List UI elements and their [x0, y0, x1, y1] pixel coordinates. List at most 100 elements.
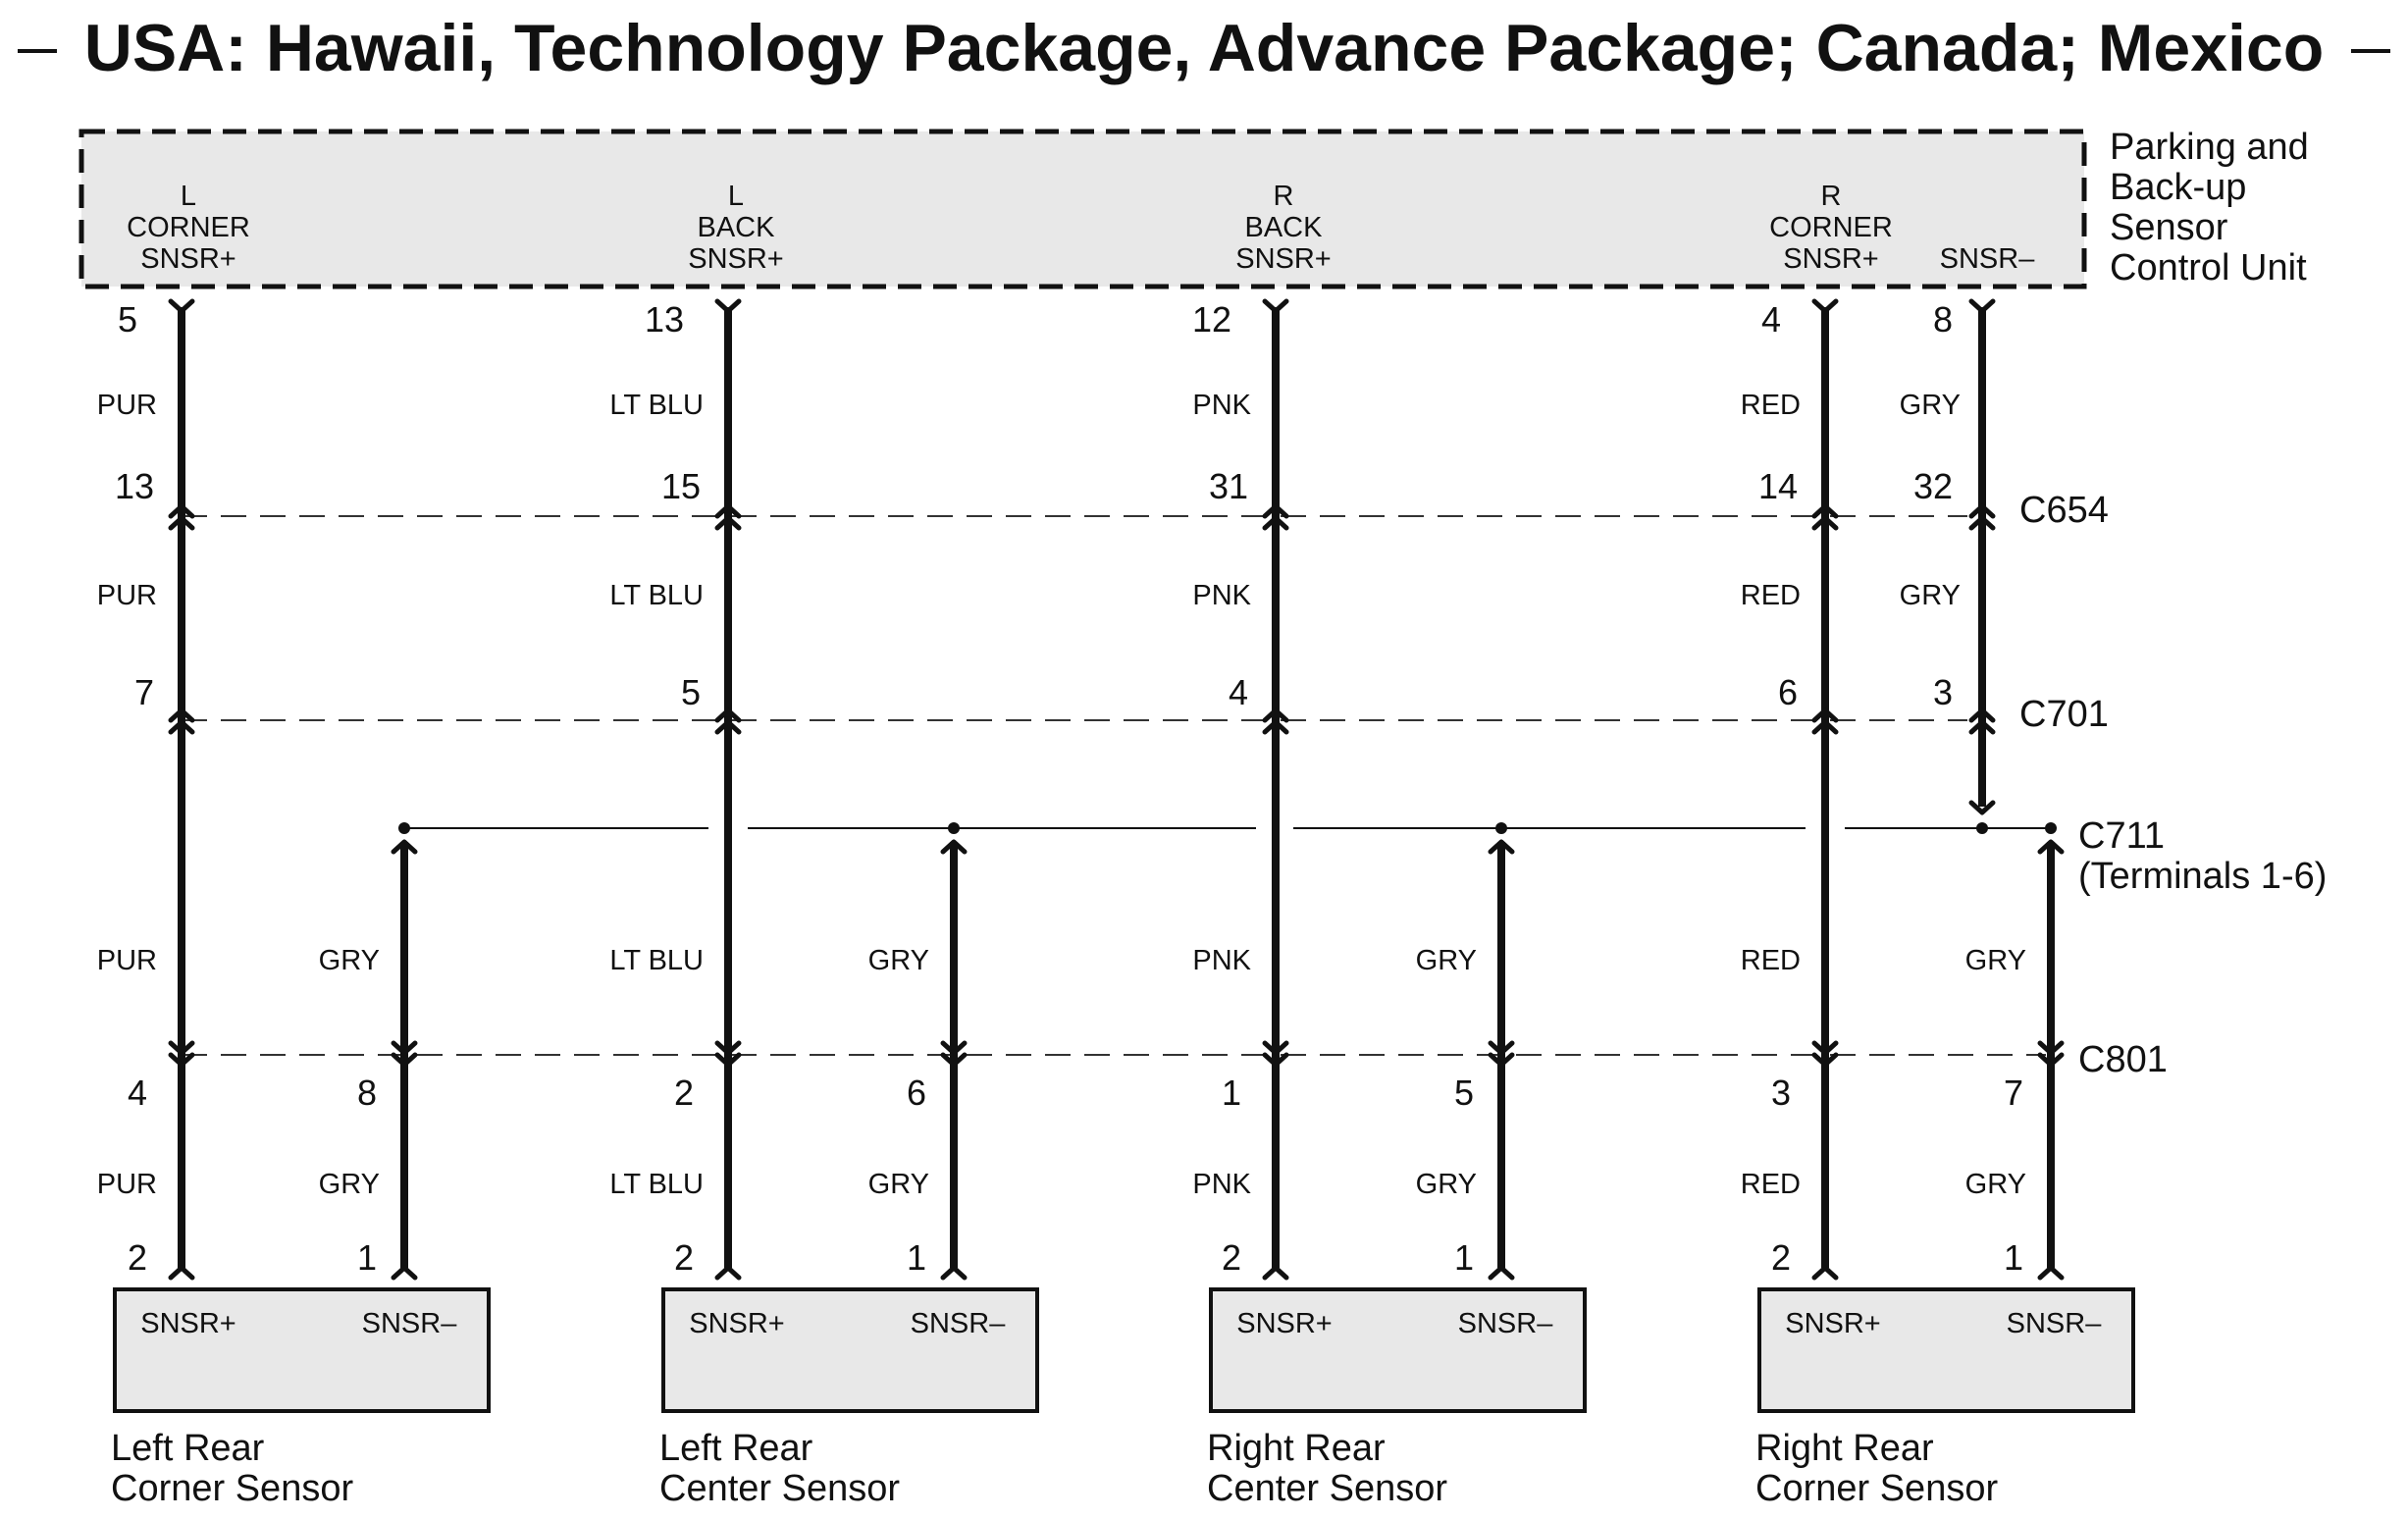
gry-branch-1: GRY 8 GRY 1: [319, 822, 418, 1281]
c801-label: C801: [2078, 1039, 2168, 1080]
wire-color: GRY: [1416, 945, 1477, 976]
c654-pin-number: 32: [1913, 466, 1953, 506]
sensor-name-line: Corner Sensor: [111, 1468, 353, 1509]
terminal-arrow: [1811, 1265, 1839, 1281]
diagram-title: USA: Hawaii, Technology Package, Advance…: [84, 11, 2325, 85]
wire-color: GRY: [319, 945, 380, 976]
terminal-arrow: [714, 719, 742, 735]
terminal-arrow: [1262, 707, 1289, 723]
wire-color: PNK: [1192, 390, 1251, 421]
c701-pin-number: 6: [1778, 672, 1798, 712]
cu-terminal-label: SNSR+: [140, 243, 236, 275]
sensor-name-line: Right Rear: [1207, 1428, 1386, 1469]
cu-terminal-label: SNSR+: [1235, 243, 1332, 275]
terminal-fork: [1968, 800, 1996, 815]
c801-pin-number: 1: [1222, 1073, 1241, 1113]
sensor-pin-number: 1: [2004, 1237, 2023, 1278]
cu-pin-number: 8: [1933, 299, 1953, 340]
terminal-arrow: [1968, 719, 1996, 735]
control-unit-name-line: Back-up: [2110, 167, 2246, 208]
wire-color: PUR: [97, 580, 157, 611]
terminal-fork: [168, 1040, 195, 1056]
sensor-box: [661, 1287, 1039, 1413]
c654-pin-number: 31: [1209, 466, 1248, 506]
sensor-box: [113, 1287, 491, 1413]
c701-pin-number: 4: [1229, 672, 1248, 712]
c801-pin-number: 5: [1454, 1073, 1474, 1113]
cu-pin-number: 13: [645, 299, 684, 340]
terminal-fork: [168, 298, 195, 314]
sensor-pin-number: 2: [1222, 1237, 1241, 1278]
cu-terminal-label: L: [728, 181, 744, 212]
c801-pin-number: 3: [1771, 1073, 1791, 1113]
wire-3: 12 PNK 31 PNK 4 PNK 1 PNK 2: [1192, 298, 1289, 1281]
wire-color: GRY: [1900, 580, 1961, 611]
gry-branch-2: GRY 6 GRY 1: [868, 822, 968, 1281]
terminal-arrow: [1811, 719, 1839, 735]
splice-dot: [398, 822, 410, 834]
terminal-fork: [714, 1052, 742, 1068]
terminal-fork: [2037, 1052, 2065, 1068]
terminal-arrow: [1262, 719, 1289, 735]
terminal-fork: [1488, 1052, 1515, 1068]
sensor-name-line: Corner Sensor: [1755, 1468, 1998, 1509]
wire-2: 13 LT BLU 15 LT BLU 5 LT BLU 2 LT BLU 2: [609, 298, 742, 1281]
terminal-arrow: [1262, 503, 1289, 519]
sensor-name-line: Center Sensor: [1207, 1468, 1447, 1509]
terminal-arrow: [1811, 503, 1839, 519]
terminal-arrow: [1968, 515, 1996, 531]
terminal-fork: [1811, 298, 1839, 314]
terminal-arrow: [714, 707, 742, 723]
splice-dot: [1976, 822, 1988, 834]
gry-branch-3: GRY 5 GRY 1: [1416, 822, 1515, 1281]
sensor-plus-label: SNSR+: [1785, 1308, 1881, 1339]
terminal-arrow: [168, 707, 195, 723]
cu-terminal-label: L: [181, 181, 196, 212]
terminal-arrow: [1262, 1265, 1289, 1281]
c701-pin-number: 5: [681, 672, 701, 712]
wire-color: LT BLU: [609, 580, 704, 611]
terminal-fork: [1968, 298, 1996, 314]
sensor-minus-label: SNSR–: [362, 1308, 458, 1339]
wire-color: GRY: [1900, 390, 1961, 421]
sensor-minus-label: SNSR–: [2007, 1308, 2103, 1339]
terminal-arrow: [1262, 515, 1289, 531]
wire-color: RED: [1741, 390, 1801, 421]
wire-color: GRY: [319, 1169, 380, 1200]
sensor-name-line: Right Rear: [1755, 1428, 1934, 1469]
control-unit-name-line: Control Unit: [2110, 247, 2307, 288]
terminal-fork: [168, 1052, 195, 1068]
sensor-pin-number: 2: [674, 1237, 694, 1278]
terminal-fork: [714, 1040, 742, 1056]
terminal-arrow: [1968, 503, 1996, 519]
c654-pin-number: 14: [1758, 466, 1798, 506]
terminal-arrow: [1488, 1265, 1515, 1281]
terminal-fork: [1811, 1040, 1839, 1056]
terminal-arrow: [714, 503, 742, 519]
terminal-arrow: [1811, 707, 1839, 723]
terminal-fork: [1811, 1052, 1839, 1068]
c801-pin-number: 2: [674, 1073, 694, 1113]
control-unit-box: [79, 129, 2087, 289]
terminal-fork: [714, 298, 742, 314]
wire-color: PNK: [1192, 580, 1251, 611]
terminal-arrow: [2037, 1265, 2065, 1281]
terminal-arrow: [714, 515, 742, 531]
gry-branch-4: GRY 7 GRY 1: [1965, 822, 2065, 1281]
c711-label: C711: [2078, 815, 2165, 857]
terminal-arrow: [1968, 707, 1996, 723]
sensor-minus-label: SNSR–: [911, 1308, 1007, 1339]
sensor-box: [1209, 1287, 1587, 1413]
cu-terminal-label: SNSR+: [688, 243, 784, 275]
c801-pin-number: 4: [128, 1073, 147, 1113]
cu-pin-number: 5: [118, 299, 137, 340]
wire-color: PUR: [97, 945, 157, 976]
sensor-pin-number: 1: [357, 1237, 377, 1278]
cu-pin-number: 4: [1761, 299, 1781, 340]
sensor-plus-label: SNSR+: [689, 1308, 785, 1339]
cu-terminal-label: SNSR+: [1783, 243, 1879, 275]
sensor-plus-label: SNSR+: [1236, 1308, 1333, 1339]
